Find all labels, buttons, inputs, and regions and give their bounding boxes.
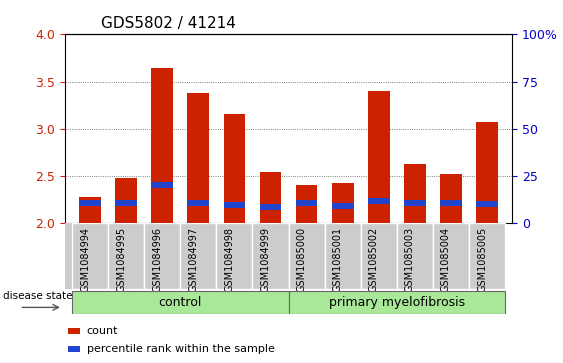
Text: count: count (87, 326, 118, 336)
Bar (289, 223, 325, 289)
Bar (397, 223, 433, 289)
Bar (151, 68, 173, 223)
Text: disease state: disease state (3, 291, 73, 301)
Bar (79, 200, 101, 206)
Bar (187, 93, 209, 223)
Text: GSM1085000: GSM1085000 (297, 227, 307, 291)
Bar (224, 202, 245, 208)
Text: GSM1085005: GSM1085005 (477, 227, 487, 292)
Bar (325, 223, 361, 289)
Bar (108, 223, 144, 289)
Bar (476, 122, 498, 223)
Bar (68, 328, 81, 334)
Bar (332, 183, 354, 223)
Text: GSM1085002: GSM1085002 (369, 227, 379, 292)
Bar (72, 223, 108, 289)
Bar (260, 172, 282, 223)
Bar (79, 197, 101, 223)
Text: GSM1084999: GSM1084999 (261, 227, 270, 291)
Bar (224, 114, 245, 223)
Bar (368, 198, 390, 204)
Bar (332, 203, 354, 209)
Bar (260, 204, 282, 210)
Bar (440, 200, 462, 206)
Bar (404, 200, 426, 206)
Bar (296, 185, 318, 223)
Bar (433, 223, 469, 289)
Text: GSM1084996: GSM1084996 (152, 227, 162, 291)
Bar (180, 223, 216, 289)
Text: GDS5802 / 41214: GDS5802 / 41214 (101, 16, 235, 30)
Bar (187, 200, 209, 206)
Text: control: control (159, 296, 202, 309)
Text: GSM1085001: GSM1085001 (333, 227, 343, 291)
Text: GSM1084994: GSM1084994 (80, 227, 90, 291)
Bar (469, 223, 505, 289)
Bar (296, 200, 318, 206)
Bar (151, 182, 173, 188)
Bar (115, 200, 137, 206)
Bar (440, 174, 462, 223)
Bar (289, 291, 505, 314)
Text: percentile rank within the sample: percentile rank within the sample (87, 344, 275, 354)
Bar (252, 223, 289, 289)
Bar (368, 91, 390, 223)
Text: primary myelofibrosis: primary myelofibrosis (329, 296, 465, 309)
Text: GSM1084995: GSM1084995 (116, 227, 126, 291)
Bar (68, 346, 81, 351)
Bar (115, 178, 137, 223)
Bar (216, 223, 252, 289)
Bar (404, 164, 426, 223)
Text: GSM1084998: GSM1084998 (225, 227, 234, 291)
Text: GSM1085004: GSM1085004 (441, 227, 451, 291)
Bar (361, 223, 397, 289)
Text: GSM1084997: GSM1084997 (188, 227, 198, 291)
Bar (476, 201, 498, 207)
Text: GSM1085003: GSM1085003 (405, 227, 415, 291)
Bar (144, 223, 180, 289)
Bar (72, 291, 289, 314)
